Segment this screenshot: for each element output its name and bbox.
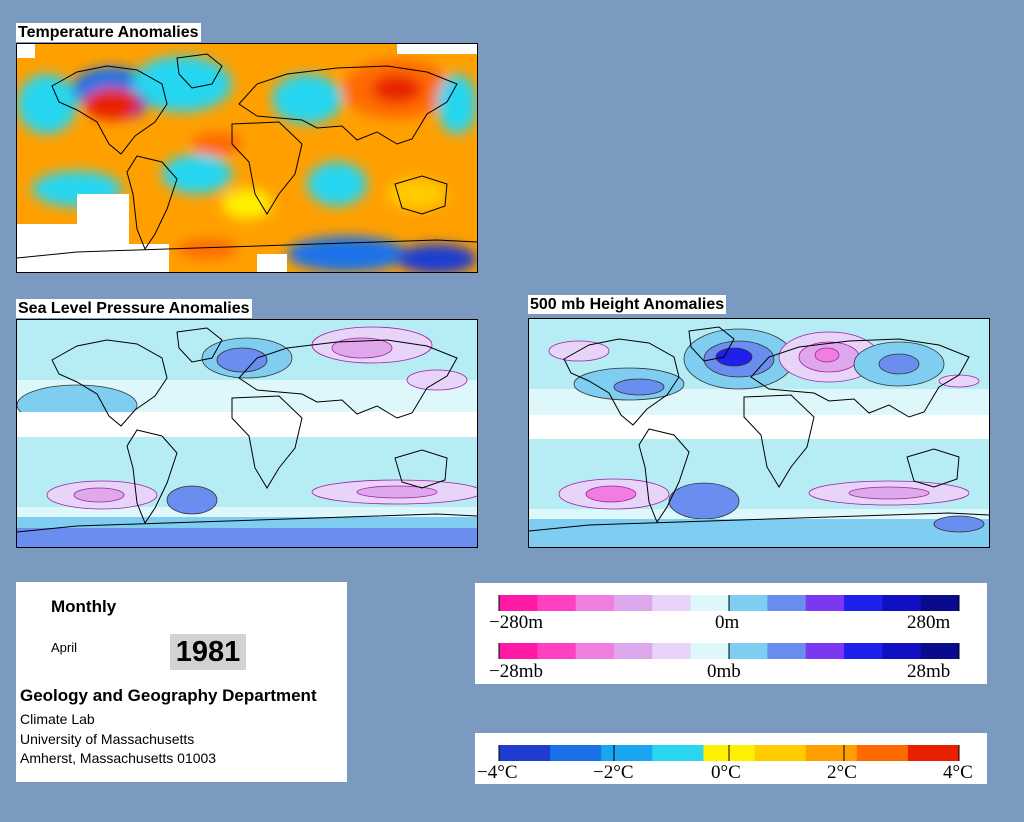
bar2-swatch bbox=[652, 643, 692, 659]
bar1-swatch bbox=[767, 595, 807, 611]
bar1-swatch bbox=[690, 595, 730, 611]
temperature-map-title: Temperature Anomalies bbox=[16, 23, 201, 42]
pressure-min-label: −28mb bbox=[489, 661, 543, 682]
address-label: Amherst, Massachusetts 01003 bbox=[20, 750, 217, 766]
bar2-swatch bbox=[690, 643, 730, 659]
month-label: April bbox=[51, 640, 78, 655]
bar2-swatch bbox=[882, 643, 922, 659]
bar1-swatch bbox=[882, 595, 922, 611]
bar2-swatch bbox=[537, 643, 577, 659]
temperature-colorbar bbox=[498, 745, 960, 761]
bar2-swatch bbox=[729, 643, 768, 659]
height-map-title: 500 mb Height Anomalies bbox=[528, 295, 727, 314]
pressure-max-label: 28mb bbox=[907, 661, 950, 682]
slp-anomaly-map bbox=[16, 319, 478, 548]
university-label: University of Massachusetts bbox=[20, 731, 195, 747]
bar1-swatch bbox=[729, 595, 768, 611]
bar3-swatch bbox=[499, 745, 551, 761]
bar1-swatch bbox=[499, 595, 538, 611]
bar2-swatch bbox=[920, 643, 960, 659]
info-panel: Monthly April 1981 Geology and Geography… bbox=[16, 582, 347, 782]
bar2-swatch bbox=[614, 643, 653, 659]
bar2-swatch bbox=[844, 643, 883, 659]
slp-map-title: Sea Level Pressure Anomalies bbox=[16, 299, 252, 318]
temperature-legend: −4°C −2°C 0°C 2°C 4°C bbox=[475, 733, 987, 784]
temp-label-1: −2°C bbox=[593, 762, 634, 783]
temp-label-2: 0°C bbox=[711, 762, 741, 783]
height500-anomaly-map bbox=[528, 318, 990, 548]
bar1-swatch bbox=[844, 595, 883, 611]
bar2-swatch bbox=[575, 643, 615, 659]
bar1-swatch bbox=[805, 595, 845, 611]
bar1-swatch bbox=[920, 595, 960, 611]
temp-label-4: 4°C bbox=[943, 762, 973, 783]
temp-label-0: −4°C bbox=[477, 762, 518, 783]
height-colorbar bbox=[498, 595, 960, 611]
temperature-anomaly-map bbox=[16, 43, 478, 273]
period-label: Monthly bbox=[51, 597, 117, 616]
year-label: 1981 bbox=[170, 634, 246, 670]
bar3-swatch bbox=[856, 745, 909, 761]
bar3-swatch bbox=[652, 745, 704, 761]
height-pressure-legend: −280m 0m 280m −28mb 0mb 28mb bbox=[475, 583, 987, 684]
department-label: Geology and Geography Department bbox=[20, 686, 317, 705]
bar3-swatch bbox=[805, 745, 858, 761]
bar3-swatch bbox=[601, 745, 653, 761]
bar1-swatch bbox=[652, 595, 692, 611]
bar2-swatch bbox=[805, 643, 845, 659]
lab-label: Climate Lab bbox=[20, 711, 95, 727]
bar3-swatch bbox=[550, 745, 602, 761]
height-min-label: −280m bbox=[489, 612, 543, 633]
temp-label-3: 2°C bbox=[827, 762, 857, 783]
bar3-swatch bbox=[754, 745, 807, 761]
bar1-swatch bbox=[575, 595, 615, 611]
bar2-swatch bbox=[499, 643, 538, 659]
height-mid-label: 0m bbox=[715, 612, 740, 633]
bar3-swatch bbox=[907, 745, 960, 761]
pressure-mid-label: 0mb bbox=[707, 661, 741, 682]
bar1-swatch bbox=[537, 595, 577, 611]
bar2-swatch bbox=[767, 643, 807, 659]
height-max-label: 280m bbox=[907, 612, 951, 633]
bar1-swatch bbox=[614, 595, 653, 611]
pressure-colorbar bbox=[498, 643, 960, 659]
